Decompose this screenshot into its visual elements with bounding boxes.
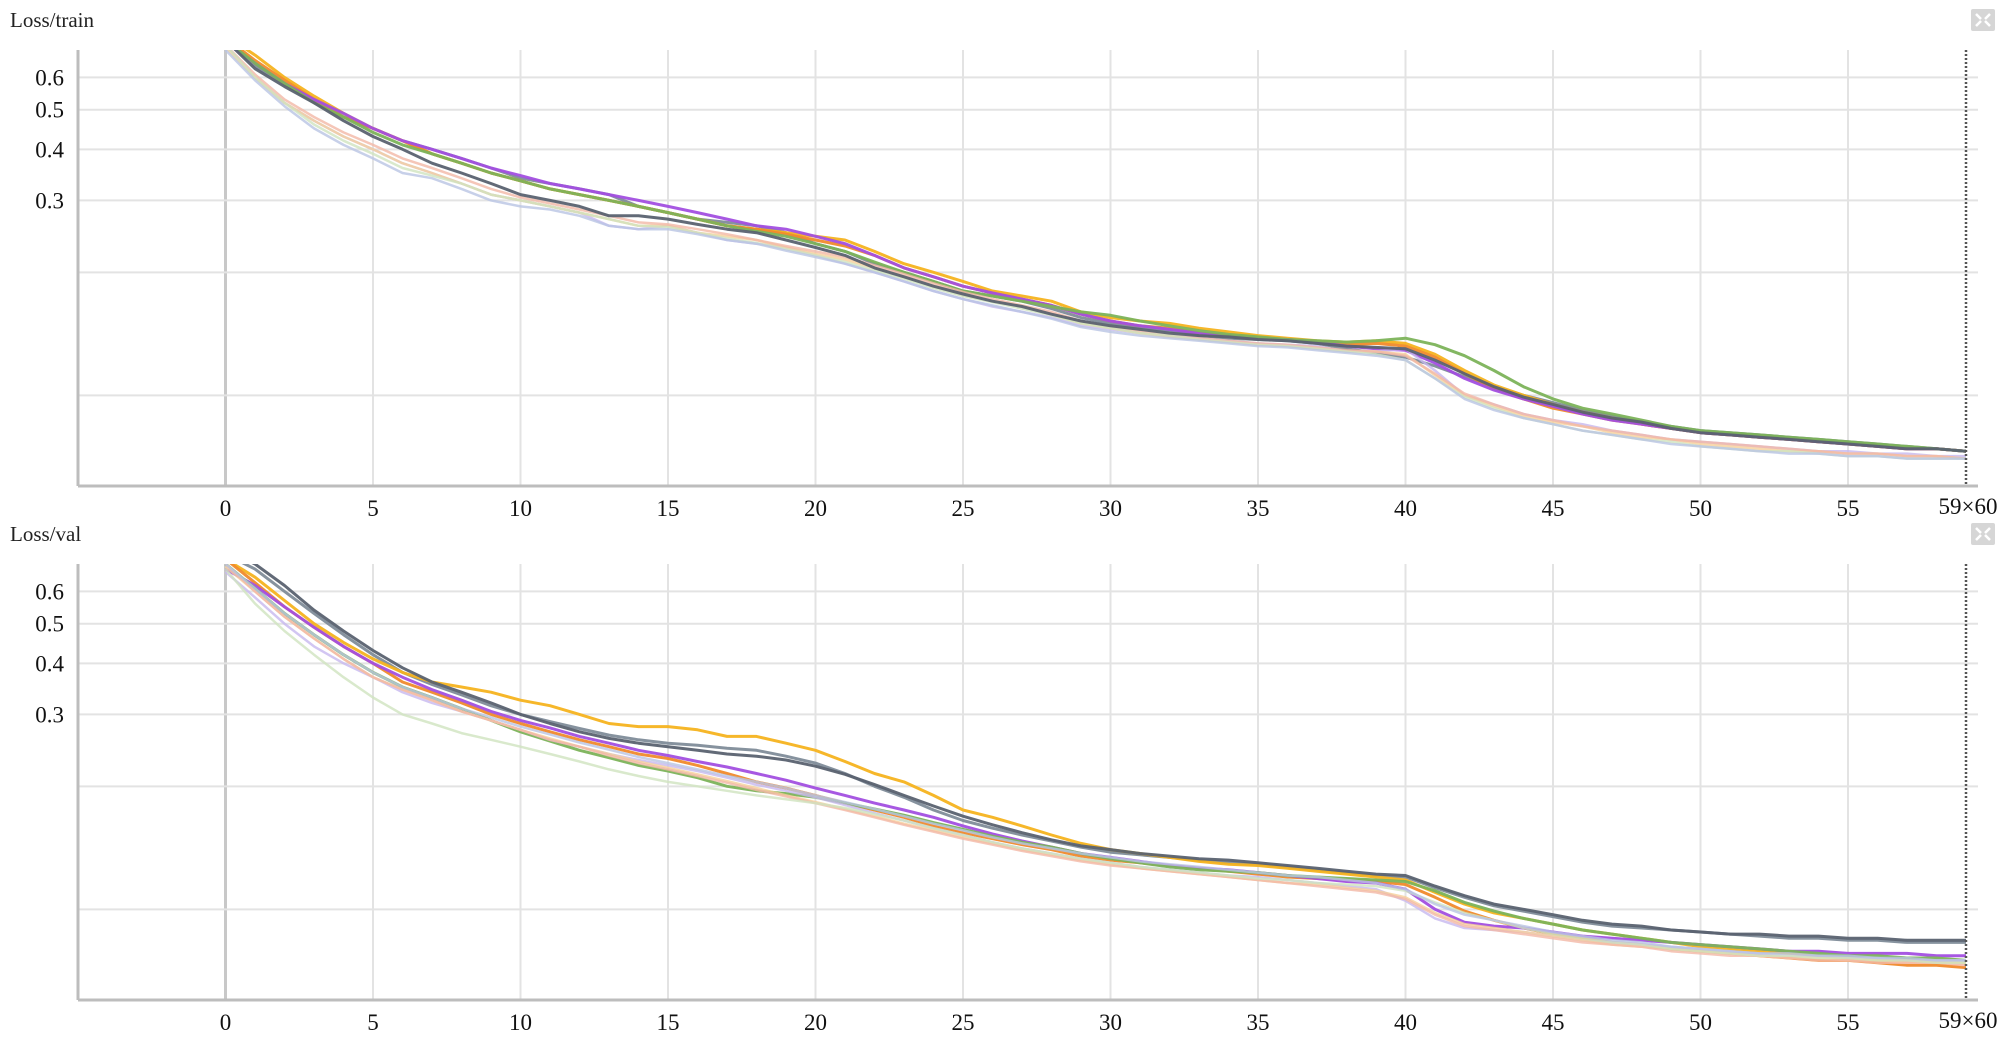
x-tick-label: 35: [1247, 496, 1270, 520]
series-line: [233, 50, 1966, 453]
x-tick-label: 25: [952, 496, 975, 520]
series-line: [229, 564, 1966, 970]
x-tick-label: 45: [1542, 496, 1565, 520]
loss-val-panel: Loss/val 0.3 0.4 0.5 0.6 0 5 10 15 20 25 30 35 40 45 5…: [0, 514, 2006, 1034]
series-line: [224, 564, 1966, 967]
x-tick-label: 20: [804, 496, 827, 520]
loss-train-panel: Loss/train 0.3 0.4 0.5 0.6 0 5 10 15 20 25 30 35 40 4…: [10, 8, 1998, 520]
y-tick-label: 0.5: [35, 98, 64, 123]
x-tick-label: 30: [1099, 496, 1122, 520]
series-line: [230, 564, 1966, 965]
loss-val-chart: 0.3 0.4 0.5 0.6 0 5 10 15 20 25 30 35 40 45 50 55 59×60: [35, 564, 1998, 1034]
x-tick-label: 5: [367, 1010, 379, 1034]
x-end-label: 59×60: [1939, 494, 1998, 519]
series-line: [233, 50, 1966, 453]
chart-title: Loss/train: [10, 8, 94, 32]
series-line: [235, 50, 1966, 453]
x-tick-label: 0: [220, 496, 232, 520]
y-tick-label: 0.6: [35, 579, 64, 604]
x-tick-label: 10: [509, 496, 532, 520]
series-line: [241, 564, 1966, 944]
x-tick-label: 30: [1099, 1010, 1122, 1034]
series-line: [224, 568, 1966, 965]
y-tick-label: 0.3: [35, 702, 64, 727]
y-tick-label: 0.4: [35, 137, 64, 162]
x-tick-label: 10: [509, 1010, 532, 1034]
x-tick-label: 0: [220, 1010, 232, 1034]
x-tick-label: 40: [1394, 1010, 1417, 1034]
series-line: [224, 570, 1966, 962]
series-line: [238, 50, 1966, 453]
expand-icon[interactable]: [1970, 522, 1996, 546]
x-tick-label: 55: [1837, 496, 1860, 520]
series-line: [224, 567, 1966, 958]
x-tick-label: 25: [952, 1010, 975, 1034]
series-line: [244, 50, 1966, 453]
x-tick-label: 50: [1689, 496, 1712, 520]
x-end-label: 59×60: [1939, 1008, 1998, 1033]
x-tick-label: 35: [1247, 1010, 1270, 1034]
x-tick-label: 15: [657, 496, 680, 520]
x-tick-label: 40: [1394, 496, 1417, 520]
x-tick-label: 15: [657, 1010, 680, 1034]
y-tick-label: 0.6: [35, 65, 64, 90]
series-line: [234, 50, 1966, 453]
series-line: [228, 50, 1966, 460]
expand-icon[interactable]: [1970, 8, 1996, 32]
x-tick-label: 55: [1837, 1010, 1860, 1034]
y-tick-label: 0.3: [35, 188, 64, 213]
loss-train-chart: 0.3 0.4 0.5 0.6 0 5 10 15 20 25 30 35 40 45 50 55 59×60: [35, 50, 1998, 520]
y-tick-label: 0.4: [35, 651, 64, 676]
x-tick-label: 50: [1689, 1010, 1712, 1034]
series-line: [228, 50, 1966, 460]
series-line: [224, 50, 1966, 460]
series-line: [224, 565, 1966, 965]
series-line: [251, 564, 1966, 942]
y-tick-label: 0.5: [35, 612, 64, 637]
x-tick-label: 20: [804, 1010, 827, 1034]
x-tick-label: 5: [367, 496, 379, 520]
x-tick-label: 45: [1542, 1010, 1565, 1034]
chart-title: Loss/val: [10, 522, 82, 546]
series-line: [224, 564, 1966, 962]
